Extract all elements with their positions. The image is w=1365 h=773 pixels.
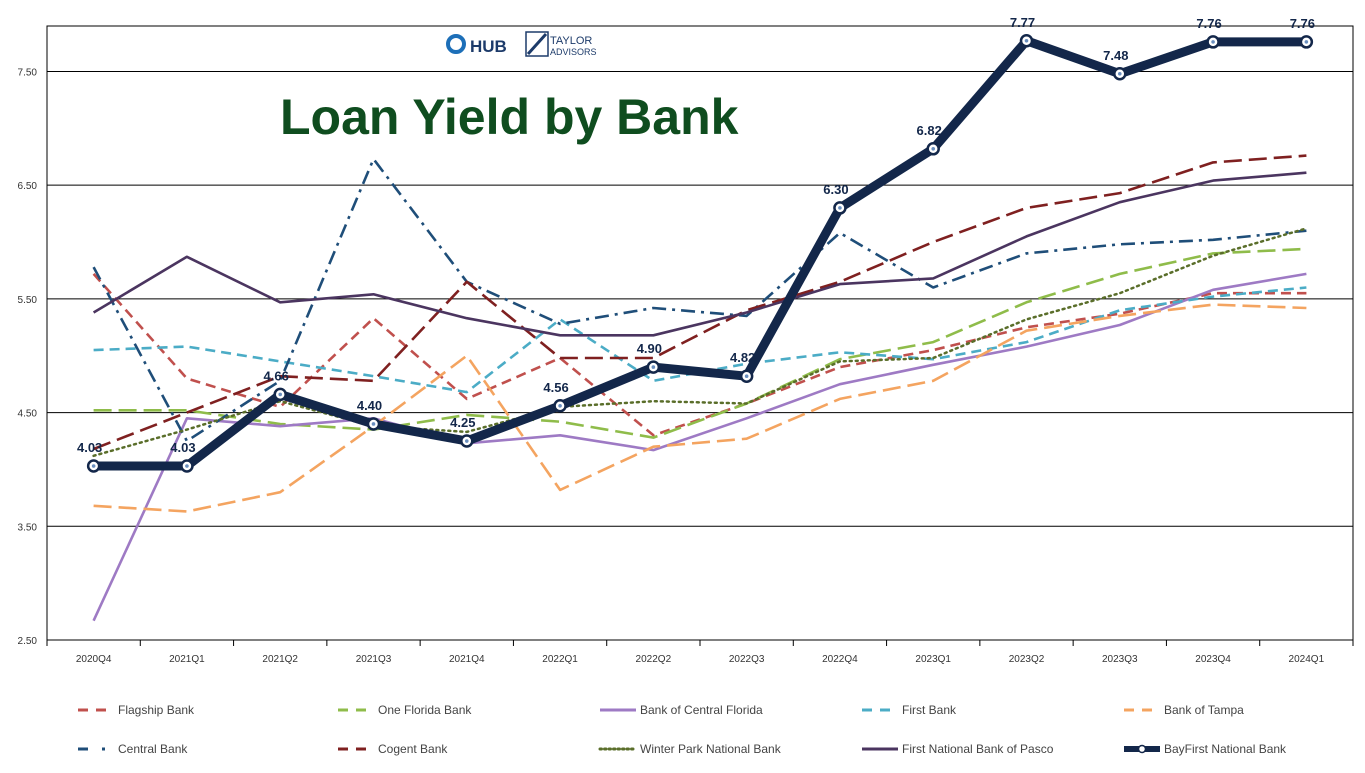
data-point-center [1304,40,1309,44]
series-line-flagship-bank [92,273,1307,437]
data-point-center [91,464,96,468]
data-point-center [651,365,656,369]
legend-item: Bank of Tampa [1124,703,1244,717]
legend-label: Cogent Bank [378,742,448,756]
legend-item: Cogent Bank [338,742,448,756]
legend-item: One Florida Bank [338,703,472,717]
series-line-winter-park-national-bank [92,227,1308,458]
x-tick-label: 2023Q4 [1195,654,1231,665]
y-tick-label: 5.50 [18,295,38,306]
series-line-bayfirst-national-bank [93,36,1307,471]
legend-label: BayFirst National Bank [1164,742,1287,756]
y-tick-label: 3.50 [18,522,38,533]
x-tick-label: 2023Q1 [915,654,951,665]
legend-item: Bank of Central Florida [600,703,763,717]
series-line-cogent-bank [93,154,1307,451]
legend-layer: Flagship Bank One Florida Bank Bank of Cen… [78,703,1287,756]
data-point-center [838,206,842,210]
x-tick-label: 2023Q3 [1102,654,1138,665]
data-label: 4.03 [170,440,195,455]
legend-item: BayFirst National Bank [1124,742,1287,756]
legend-item: Winter Park National Bank [598,742,782,756]
legend-item: Central Bank [78,742,188,756]
data-label: 7.76 [1290,16,1315,31]
data-label: 6.82 [917,123,942,138]
series-line-one-florida-bank [93,247,1307,439]
x-tick-label: 2020Q4 [76,654,112,665]
points-layer [86,34,1314,473]
chart-title: Loan Yield by Bank [280,89,739,145]
series-line-central-bank [92,157,1307,443]
data-point-center [1211,40,1215,44]
data-point-center [1117,71,1122,76]
data-point-center [1024,38,1029,43]
data-label: 4.66 [264,368,289,383]
legend-label: Central Bank [118,742,188,756]
data-point-center [931,147,936,151]
data-label: 7.77 [1010,15,1035,30]
data-label: 4.56 [543,380,568,395]
legend-swatch-marker [1137,744,1147,754]
x-tick-label: 2022Q1 [542,654,578,665]
legend-label: One Florida Bank [378,703,472,717]
x-tick-label: 2022Q2 [636,654,672,665]
taylor-logo-line2: ADVISORS [550,47,597,57]
x-tick-label: 2021Q2 [262,654,298,665]
data-label: 4.82 [730,350,755,365]
data-point-center [744,374,749,379]
x-tick-label: 2021Q4 [449,654,485,665]
legend-label: First National Bank of Pasco [902,742,1054,756]
legend-label: Bank of Tampa [1164,703,1244,717]
taylor-advisors-logo: TAYLOR ADVISORS [525,31,597,57]
hub-logo-text: HUB [470,37,507,56]
data-label: 7.76 [1196,16,1221,31]
data-label: 4.03 [77,440,102,455]
legend-label: Flagship Bank [118,703,195,717]
axis-layer: 2.50 3.50 4.50 5.50 6.50 7.50 2020Q4 2021Q1 2021… [18,67,1354,665]
data-label: 4.25 [450,415,475,430]
x-tick-label: 2023Q2 [1009,654,1045,665]
hub-logo: HUB [446,34,507,56]
y-tick-label: 6.50 [18,181,38,192]
data-point-center [278,392,283,397]
data-point-center [558,403,562,408]
legend-label: First Bank [902,703,957,717]
data-label: 7.48 [1103,48,1128,63]
y-tick-label: 4.50 [18,409,38,420]
x-tick-label: 2024Q1 [1289,654,1325,665]
series-layer [92,36,1308,622]
data-label: 6.30 [823,182,848,197]
legend-item: First Bank [862,703,957,717]
data-point-center [185,464,189,468]
legend-label: Bank of Central Florida [640,703,763,717]
data-label: 4.90 [637,341,662,356]
data-point-center [371,422,376,426]
x-tick-label: 2021Q1 [169,654,205,665]
series-line-bank-of-central-florida [92,272,1307,622]
data-point-center [464,439,469,443]
series-line-first-national-bank-of-pasco [92,171,1307,337]
series-line-bank-of-tampa [93,303,1307,513]
data-labels-layer: 4.03 4.03 4.66 4.40 4.25 4.56 4.90 4.82 6.30 6.82… [77,15,1315,455]
y-tick-label: 7.50 [18,67,38,78]
y-tick-label: 2.50 [18,636,38,647]
x-tick-label: 2021Q3 [356,654,392,665]
taylor-logo-line1: TAYLOR [550,35,592,47]
hub-logo-ring [446,34,466,54]
data-label: 4.40 [357,398,382,413]
legend-item: Flagship Bank [78,703,195,717]
x-tick-label: 2022Q4 [822,654,858,665]
legend-item: First National Bank of Pasco [862,742,1054,756]
taylor-logo-slash [526,32,548,56]
x-tick-label: 2022Q3 [729,654,765,665]
legend-label: Winter Park National Bank [640,742,782,756]
